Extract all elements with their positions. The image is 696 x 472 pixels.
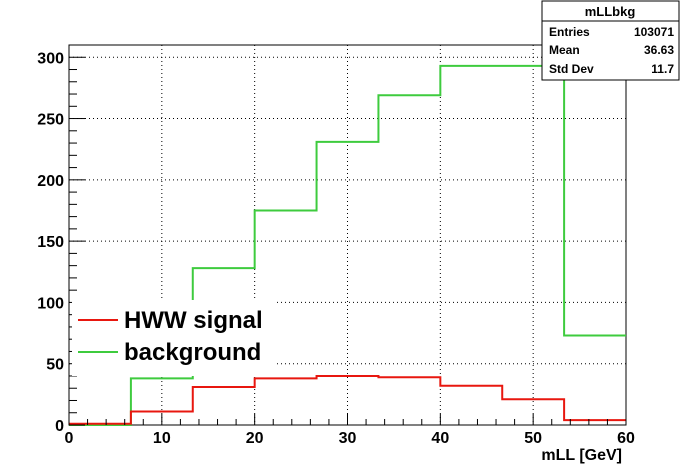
x-tick-label: 0 <box>65 430 74 447</box>
y-tick-label: 50 <box>46 357 64 374</box>
x-axis-title: mLL [GeV] <box>541 447 622 464</box>
axis-tick-labels: 0 10 20 30 40 50 60 0 50 100 150 200 250 300 <box>37 50 635 447</box>
stats-entries-value: 103071 <box>634 25 674 39</box>
y-tick-label: 300 <box>37 50 64 67</box>
stats-entries-label: Entries <box>549 25 590 39</box>
x-tick-label: 30 <box>339 430 357 447</box>
x-tick-label: 50 <box>524 430 542 447</box>
stats-mean-value: 36.63 <box>644 43 674 57</box>
histogram-series <box>69 64 626 426</box>
stats-mean-label: Mean <box>549 43 580 57</box>
x-tick-label: 20 <box>246 430 264 447</box>
y-tick-label: 250 <box>37 112 64 129</box>
stats-stddev-value: 11.7 <box>651 62 674 76</box>
stats-box-title: mLLbkg <box>585 4 636 19</box>
stats-box-frame <box>541 0 680 81</box>
legend-label-background: background <box>124 339 261 366</box>
legend: HWW signal background <box>72 300 277 376</box>
y-tick-label: 150 <box>37 234 64 251</box>
y-tick-label: 0 <box>55 418 64 435</box>
histogram-step-signal <box>69 374 626 425</box>
x-tick-label: 40 <box>431 430 449 447</box>
legend-background <box>72 300 277 376</box>
legend-label-signal: HWW signal <box>124 307 263 334</box>
y-tick-label: 100 <box>37 295 64 312</box>
histogram-step-background <box>69 64 626 426</box>
stats-stddev-label: Std Dev <box>549 62 594 76</box>
stats-box: mLLbkg Entries 103071 Mean 36.63 Std Dev… <box>541 0 680 81</box>
x-tick-label: 60 <box>617 430 635 447</box>
x-tick-label: 10 <box>153 430 171 447</box>
y-tick-label: 200 <box>37 173 64 190</box>
